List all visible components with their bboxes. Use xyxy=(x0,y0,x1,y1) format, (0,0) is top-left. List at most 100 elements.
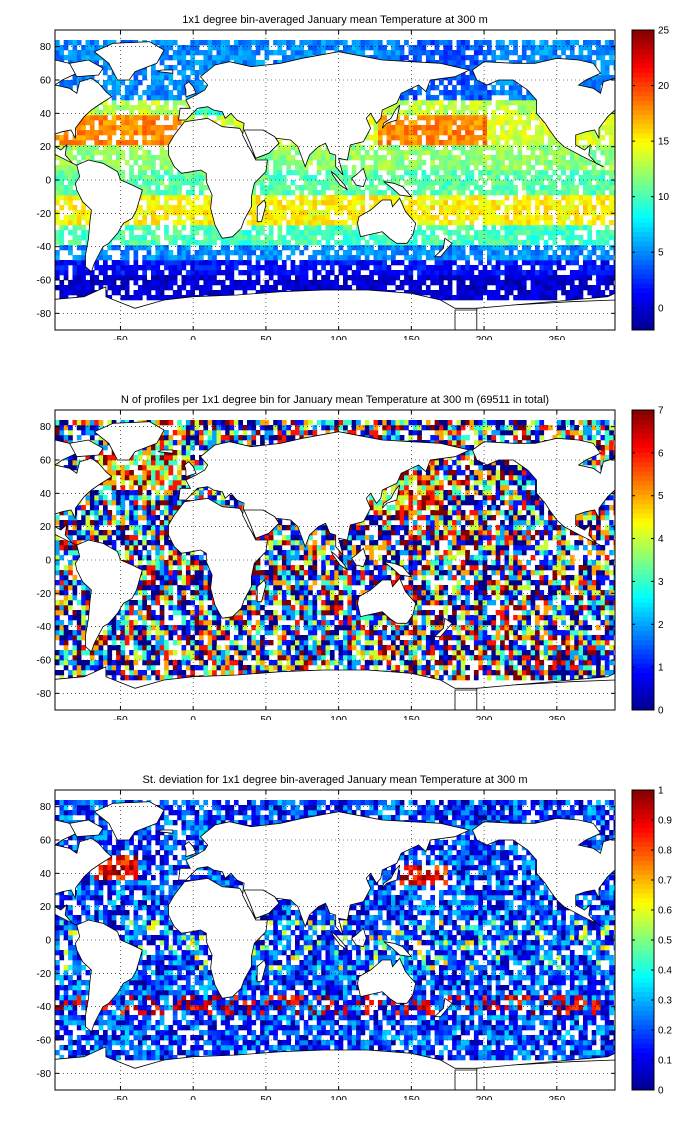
data-cell xyxy=(591,260,597,266)
data-cell xyxy=(286,225,291,231)
data-cell xyxy=(364,135,370,141)
data-cell xyxy=(373,185,379,191)
data-cell xyxy=(199,290,204,296)
data-cell xyxy=(469,75,475,81)
data-cell xyxy=(439,55,444,61)
data-cell xyxy=(347,245,353,251)
data-cell xyxy=(373,250,379,256)
data-cell xyxy=(164,265,169,271)
data-cell xyxy=(251,245,257,251)
data-cell xyxy=(325,155,331,161)
data-cell xyxy=(159,150,165,156)
data-cell xyxy=(604,125,610,131)
data-cell xyxy=(469,125,475,131)
data-cell xyxy=(569,180,575,186)
data-cell xyxy=(316,145,322,151)
data-cell xyxy=(68,285,73,291)
data-cell xyxy=(565,165,571,171)
data-cell xyxy=(151,295,156,301)
data-cell xyxy=(264,280,270,286)
data-cell xyxy=(159,180,165,186)
data-cell xyxy=(500,90,505,96)
data-cell xyxy=(447,125,453,131)
data-cell xyxy=(517,165,523,171)
data-cell xyxy=(412,110,418,116)
data-cell xyxy=(425,115,431,121)
data-cell xyxy=(495,175,501,181)
data-cell xyxy=(129,155,134,161)
data-cell xyxy=(495,160,501,166)
data-cell xyxy=(255,265,261,271)
data-cell xyxy=(268,275,274,281)
data-cell xyxy=(120,130,126,136)
data-cell xyxy=(613,140,615,146)
data-cell xyxy=(456,90,462,96)
data-cell xyxy=(343,190,348,196)
data-cell xyxy=(508,185,514,191)
data-cell xyxy=(500,115,505,121)
data-cell xyxy=(456,160,462,166)
data-cell xyxy=(504,190,510,196)
data-cell xyxy=(535,215,540,221)
data-cell xyxy=(565,55,571,61)
data-cell xyxy=(399,135,405,141)
data-cell xyxy=(500,225,505,231)
data-cell xyxy=(207,60,213,66)
data-cell xyxy=(521,160,527,166)
data-cell xyxy=(85,130,91,136)
data-cell xyxy=(212,235,217,241)
data-cell xyxy=(116,265,121,271)
data-cell xyxy=(495,155,501,161)
data-cell xyxy=(129,150,134,156)
data-cell xyxy=(604,250,610,256)
data-cell xyxy=(417,190,422,196)
data-cell xyxy=(133,225,139,231)
data-cell xyxy=(465,80,470,86)
data-cell xyxy=(600,195,606,201)
data-cell xyxy=(299,175,305,181)
data-cell xyxy=(530,95,536,101)
data-cell xyxy=(325,285,331,291)
data-cell xyxy=(225,270,230,276)
data-cell xyxy=(194,230,200,236)
data-cell xyxy=(172,85,178,91)
data-cell xyxy=(325,245,331,251)
data-cell xyxy=(360,190,366,196)
data-cell xyxy=(72,140,78,146)
data-cell xyxy=(504,265,510,271)
data-cell xyxy=(103,280,108,286)
data-cell xyxy=(521,55,527,61)
data-cell xyxy=(203,235,209,241)
data-cell xyxy=(578,225,584,231)
data-cell xyxy=(68,50,73,56)
data-cell xyxy=(473,275,479,281)
data-cell xyxy=(59,170,65,176)
data-cell xyxy=(199,250,204,256)
data-cell xyxy=(447,220,453,226)
data-cell xyxy=(264,235,270,241)
data-cell xyxy=(513,155,518,161)
data-cell xyxy=(177,185,182,191)
data-cell xyxy=(517,140,523,146)
data-cell xyxy=(469,200,475,206)
data-cell xyxy=(469,70,475,76)
data-cell xyxy=(596,240,601,246)
data-cell xyxy=(334,275,339,281)
data-cell xyxy=(613,150,615,156)
data-cell xyxy=(159,125,165,131)
data-cell xyxy=(76,255,82,261)
data-cell xyxy=(290,210,296,216)
data-cell xyxy=(377,285,383,291)
data-cell xyxy=(172,180,178,186)
data-cell xyxy=(107,265,113,271)
data-cell xyxy=(482,115,488,121)
data-cell xyxy=(277,140,283,146)
data-cell xyxy=(316,225,322,231)
data-cell xyxy=(146,205,152,211)
data-cell xyxy=(430,80,435,86)
data-cell xyxy=(155,110,161,116)
data-cell xyxy=(500,125,505,131)
data-cell xyxy=(299,170,305,176)
data-cell xyxy=(225,115,230,121)
data-cell xyxy=(369,270,374,276)
